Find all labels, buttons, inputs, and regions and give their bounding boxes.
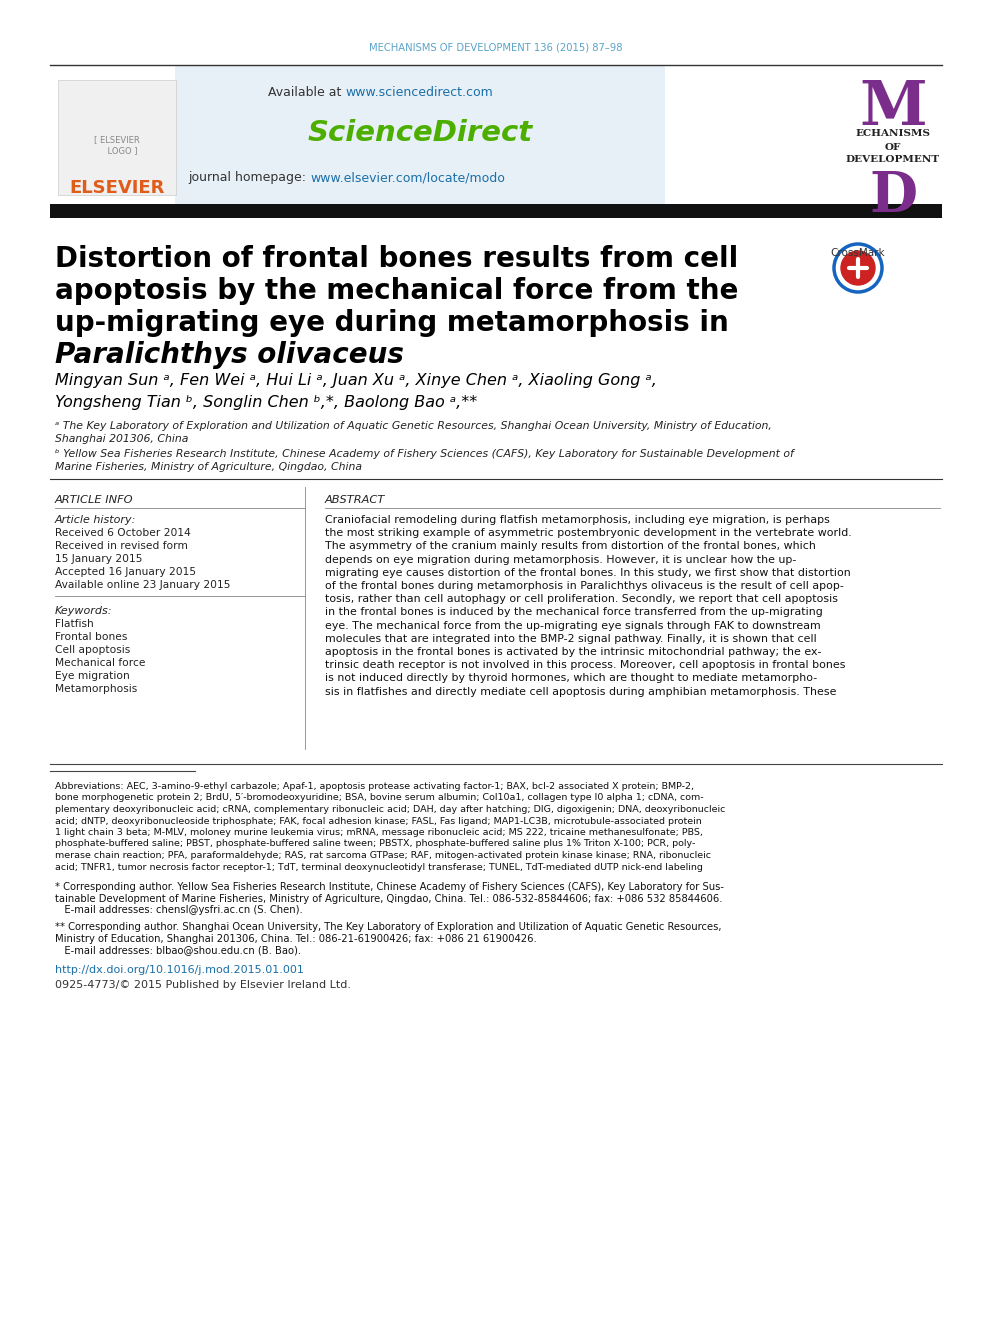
Text: trinsic death receptor is not involved in this process. Moreover, cell apoptosis: trinsic death receptor is not involved i… — [325, 660, 845, 671]
Text: Craniofacial remodeling during flatfish metamorphosis, including eye migration, : Craniofacial remodeling during flatfish … — [325, 515, 830, 525]
Text: Received 6 October 2014: Received 6 October 2014 — [55, 528, 190, 538]
Text: acid; TNFR1, tumor necrosis factor receptor-1; TdT, terminal deoxynucleotidyl tr: acid; TNFR1, tumor necrosis factor recep… — [55, 863, 703, 872]
Text: tainable Development of Marine Fisheries, Ministry of Agriculture, Qingdao, Chin: tainable Development of Marine Fisheries… — [55, 893, 722, 904]
Text: Mechanical force: Mechanical force — [55, 658, 146, 668]
Text: D: D — [869, 168, 917, 224]
Text: http://dx.doi.org/10.1016/j.mod.2015.01.001: http://dx.doi.org/10.1016/j.mod.2015.01.… — [55, 964, 304, 975]
Text: migrating eye causes distortion of the frontal bones. In this study, we first sh: migrating eye causes distortion of the f… — [325, 568, 851, 578]
Text: [ ELSEVIER
    LOGO ]: [ ELSEVIER LOGO ] — [94, 135, 140, 155]
Text: merase chain reaction; PFA, paraformaldehyde; RAS, rat sarcoma GTPase; RAF, mito: merase chain reaction; PFA, paraformalde… — [55, 851, 711, 860]
Text: ECHANISMS: ECHANISMS — [855, 130, 930, 139]
Text: 0925-4773/© 2015 Published by Elsevier Ireland Ltd.: 0925-4773/© 2015 Published by Elsevier I… — [55, 980, 351, 990]
Text: eye. The mechanical force from the up-migrating eye signals through FAK to downs: eye. The mechanical force from the up-mi… — [325, 620, 820, 631]
Text: molecules that are integrated into the BMP-2 signal pathway. Finally, it is show: molecules that are integrated into the B… — [325, 634, 816, 644]
Text: plementary deoxyribonucleic acid; cRNA, complementary ribonucleic acid; DAH, day: plementary deoxyribonucleic acid; cRNA, … — [55, 804, 725, 814]
Text: ScienceDirect: ScienceDirect — [308, 119, 533, 147]
Text: bone morphogenetic protein 2; BrdU, 5′-bromodeoxyuridine; BSA, bovine serum albu: bone morphogenetic protein 2; BrdU, 5′-b… — [55, 794, 703, 803]
Text: ᵃ The Key Laboratory of Exploration and Utilization of Aquatic Genetic Resources: ᵃ The Key Laboratory of Exploration and … — [55, 421, 772, 431]
Text: apoptosis in the frontal bones is activated by the intrinsic mitochondrial pathw: apoptosis in the frontal bones is activa… — [325, 647, 821, 658]
Text: Paralichthys olivaceus: Paralichthys olivaceus — [55, 341, 404, 369]
Text: Available at: Available at — [268, 86, 345, 98]
Text: CrossMark: CrossMark — [830, 247, 885, 258]
Text: Received in revised form: Received in revised form — [55, 541, 187, 550]
Text: www.elsevier.com/locate/modo: www.elsevier.com/locate/modo — [310, 172, 505, 184]
Bar — [58, 79, 176, 194]
Text: is not induced directly by thyroid hormones, which are thought to mediate metamo: is not induced directly by thyroid hormo… — [325, 673, 817, 684]
Text: Distortion of frontal bones results from cell: Distortion of frontal bones results from… — [55, 245, 738, 273]
Text: ᵇ Yellow Sea Fisheries Research Institute, Chinese Academy of Fishery Sciences (: ᵇ Yellow Sea Fisheries Research Institut… — [55, 448, 794, 459]
Text: Shanghai 201306, China: Shanghai 201306, China — [55, 434, 188, 445]
Text: Accepted 16 January 2015: Accepted 16 January 2015 — [55, 568, 196, 577]
Text: Yongsheng Tian ᵇ, Songlin Chen ᵇ,*, Baolong Bao ᵃ,**: Yongsheng Tian ᵇ, Songlin Chen ᵇ,*, Baol… — [55, 396, 477, 410]
Text: www.sciencedirect.com: www.sciencedirect.com — [345, 86, 493, 98]
Text: OF: OF — [885, 143, 901, 152]
Text: Abbreviations: AEC, 3-amino-9-ethyl carbazole; Apaf-1, apoptosis protease activa: Abbreviations: AEC, 3-amino-9-ethyl carb… — [55, 782, 694, 791]
Text: Metamorphosis: Metamorphosis — [55, 684, 137, 695]
Text: Available online 23 January 2015: Available online 23 January 2015 — [55, 579, 230, 590]
Text: acid; dNTP, deoxyribonucleoside triphosphate; FAK, focal adhesion kinase; FASL, : acid; dNTP, deoxyribonucleoside triphosp… — [55, 816, 701, 826]
Text: depends on eye migration during metamorphosis. However, it is unclear how the up: depends on eye migration during metamorp… — [325, 554, 797, 565]
Text: of the frontal bones during metamorphosis in Paralichthys olivaceus is the resul: of the frontal bones during metamorphosi… — [325, 581, 844, 591]
Text: 1 light chain 3 beta; M-MLV, moloney murine leukemia virus; mRNA, message ribonu: 1 light chain 3 beta; M-MLV, moloney mur… — [55, 828, 703, 837]
Text: DEVELOPMENT: DEVELOPMENT — [846, 156, 940, 164]
Text: tosis, rather than cell autophagy or cell proliferation. Secondly, we report tha: tosis, rather than cell autophagy or cel… — [325, 594, 838, 605]
Text: Marine Fisheries, Ministry of Agriculture, Qingdao, China: Marine Fisheries, Ministry of Agricultur… — [55, 462, 362, 472]
Text: sis in flatfishes and directly mediate cell apoptosis during amphibian metamorph: sis in flatfishes and directly mediate c… — [325, 687, 836, 697]
Text: ARTICLE INFO: ARTICLE INFO — [55, 495, 134, 505]
Text: E-mail addresses: blbao@shou.edu.cn (B. Bao).: E-mail addresses: blbao@shou.edu.cn (B. … — [55, 946, 302, 955]
Text: Mingyan Sun ᵃ, Fen Wei ᵃ, Hui Li ᵃ, Juan Xu ᵃ, Xinye Chen ᵃ, Xiaoling Gong ᵃ,: Mingyan Sun ᵃ, Fen Wei ᵃ, Hui Li ᵃ, Juan… — [55, 373, 657, 388]
Text: The asymmetry of the cranium mainly results from distortion of the frontal bones: The asymmetry of the cranium mainly resu… — [325, 541, 815, 552]
Text: ABSTRACT: ABSTRACT — [325, 495, 385, 505]
Text: Cell apoptosis: Cell apoptosis — [55, 646, 130, 655]
Bar — [175, 65, 665, 210]
Text: E-mail addresses: chensl@ysfri.ac.cn (S. Chen).: E-mail addresses: chensl@ysfri.ac.cn (S.… — [55, 905, 303, 916]
Circle shape — [841, 251, 875, 284]
Bar — [50, 204, 942, 218]
Text: Ministry of Education, Shanghai 201306, China. Tel.: 086-21-61900426; fax: +086 : Ministry of Education, Shanghai 201306, … — [55, 934, 537, 945]
Text: in the frontal bones is induced by the mechanical force transferred from the up-: in the frontal bones is induced by the m… — [325, 607, 822, 618]
Text: apoptosis by the mechanical force from the: apoptosis by the mechanical force from t… — [55, 277, 738, 306]
Text: journal homepage:: journal homepage: — [188, 172, 310, 184]
Text: Frontal bones: Frontal bones — [55, 632, 127, 642]
Text: * Corresponding author. Yellow Sea Fisheries Research Institute, Chinese Academy: * Corresponding author. Yellow Sea Fishe… — [55, 882, 724, 892]
Text: phosphate-buffered saline; PBST, phosphate-buffered saline tween; PBSTX, phospha: phosphate-buffered saline; PBST, phospha… — [55, 840, 695, 848]
Text: ELSEVIER: ELSEVIER — [69, 179, 165, 197]
Text: Eye migration: Eye migration — [55, 671, 130, 681]
Text: Article history:: Article history: — [55, 515, 136, 525]
Text: M: M — [859, 78, 927, 138]
Text: 15 January 2015: 15 January 2015 — [55, 554, 143, 564]
Text: ** Corresponding author. Shanghai Ocean University, The Key Laboratory of Explor: ** Corresponding author. Shanghai Ocean … — [55, 922, 721, 933]
Text: Flatfish: Flatfish — [55, 619, 94, 628]
Text: MECHANISMS OF DEVELOPMENT 136 (2015) 87–98: MECHANISMS OF DEVELOPMENT 136 (2015) 87–… — [369, 44, 623, 53]
Text: the most striking example of asymmetric postembryonic development in the vertebr: the most striking example of asymmetric … — [325, 528, 851, 538]
Text: up-migrating eye during metamorphosis in: up-migrating eye during metamorphosis in — [55, 310, 729, 337]
Text: Keywords:: Keywords: — [55, 606, 112, 617]
